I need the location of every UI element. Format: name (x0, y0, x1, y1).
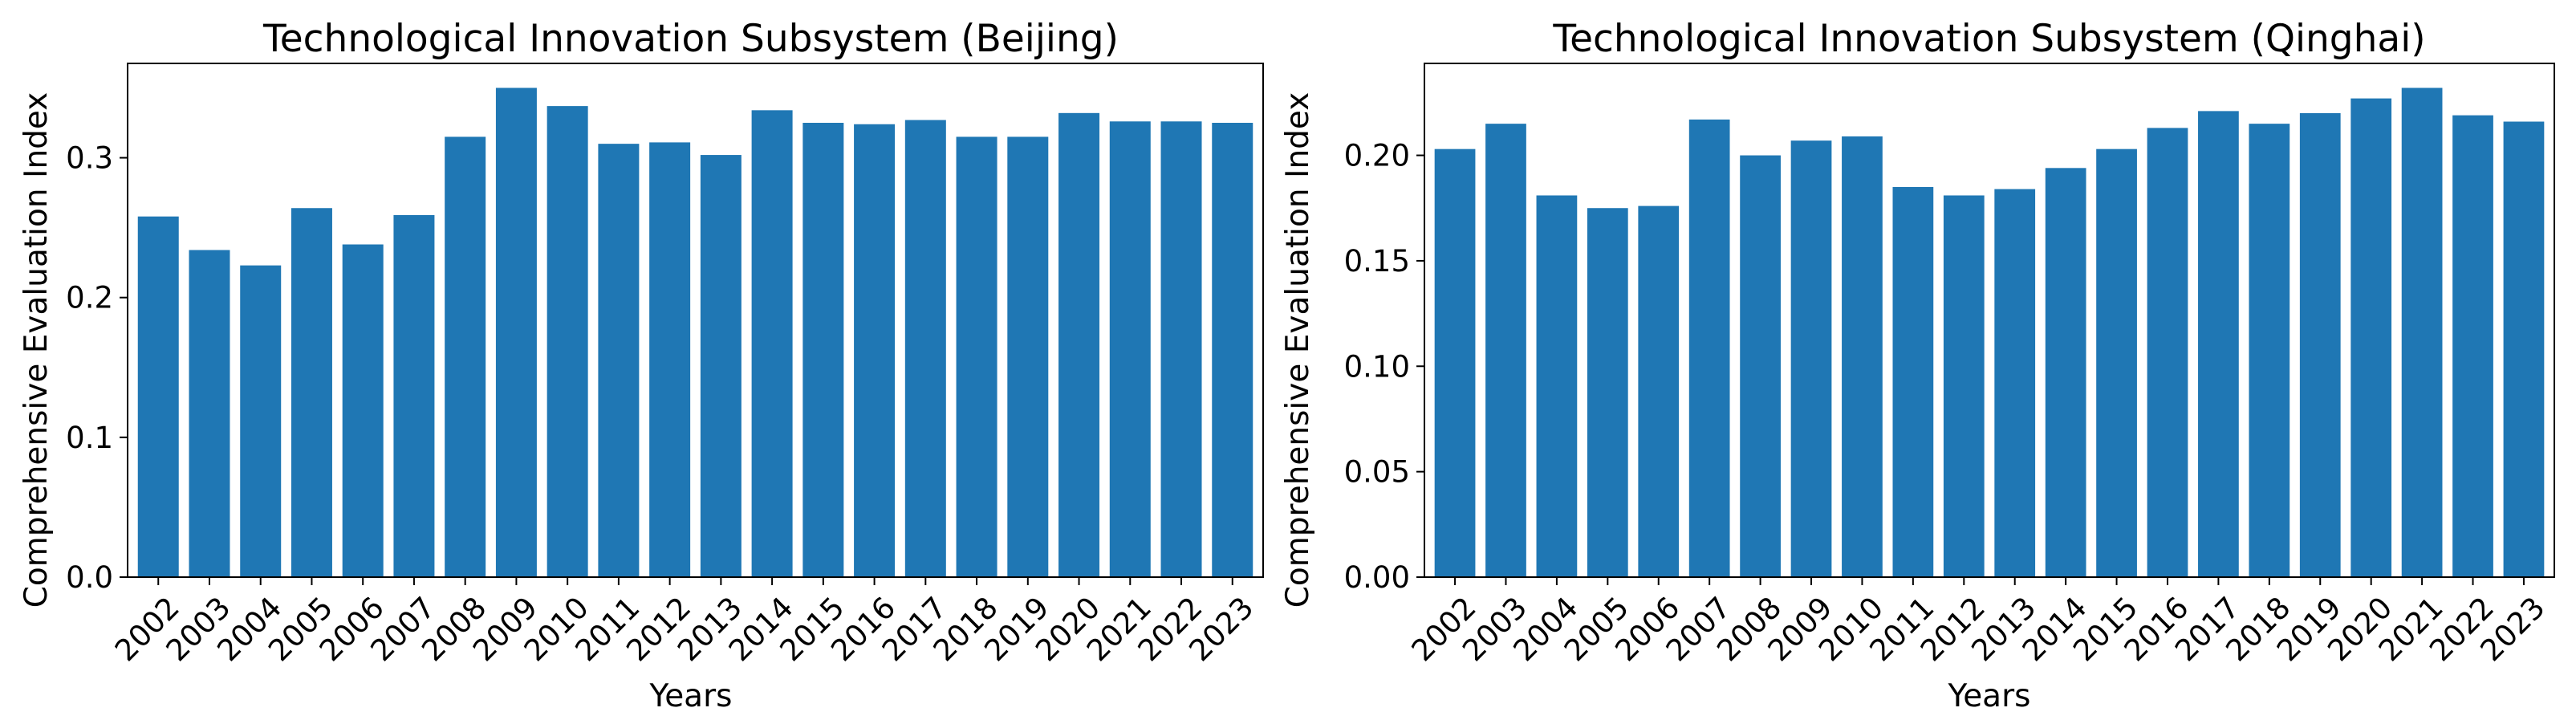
y-ticks-beijing: 0.0 0.1 0.2 0.3 (66, 141, 128, 595)
x-axis-label-qinghai: Years (1948, 678, 2031, 714)
x-ticks-beijing: 2002200320042005200620072008200920102011… (108, 577, 1260, 668)
chart-title-qinghai: Technological Innovation Subsystem (Qing… (1552, 17, 2425, 61)
bar-beijing-2010 (546, 106, 588, 577)
bar-qinghai-2004 (1536, 195, 1578, 577)
bar-qinghai-2011 (1892, 186, 1934, 577)
bar-beijing-2016 (854, 124, 896, 577)
bar-beijing-2003 (189, 250, 230, 577)
bar-qinghai-2010 (1842, 136, 1883, 577)
bar-beijing-2021 (1109, 121, 1151, 577)
chart-beijing: Technological Innovation Subsystem (Beij… (18, 17, 1264, 714)
bars-qinghai (1434, 87, 2545, 578)
bar-qinghai-2016 (2147, 128, 2188, 577)
bar-qinghai-2020 (2350, 98, 2392, 578)
y-axis-label-beijing: Comprehensive Evaluation Index (18, 92, 55, 608)
y-tick-label: 0.05 (1344, 455, 1410, 490)
bar-qinghai-2002 (1434, 148, 1476, 578)
bar-qinghai-2008 (1740, 155, 1781, 578)
y-tick-label: 0.0 (66, 560, 113, 595)
x-axis-label-beijing: Years (649, 678, 733, 714)
x-ticks-qinghai: 2002200320042005200620072008200920102011… (1405, 577, 2552, 668)
y-tick-label: 0.2 (66, 281, 113, 315)
y-tick-label: 0.00 (1344, 560, 1410, 595)
bar-beijing-2019 (1007, 136, 1049, 577)
bar-beijing-2015 (802, 123, 844, 577)
plot-frame-qinghai (1424, 63, 2555, 578)
bar-beijing-2023 (1212, 123, 1253, 577)
y-axis-label-qinghai: Comprehensive Evaluation Index (1280, 92, 1316, 608)
bar-beijing-2009 (495, 87, 537, 578)
bar-qinghai-2022 (2452, 115, 2493, 577)
bar-beijing-2022 (1160, 121, 1202, 577)
bar-qinghai-2006 (1638, 205, 1680, 577)
bar-beijing-2018 (956, 136, 997, 577)
chart-qinghai: Technological Innovation Subsystem (Qing… (1280, 17, 2555, 714)
bar-qinghai-2019 (2299, 113, 2341, 577)
bar-beijing-2002 (137, 216, 179, 577)
bar-qinghai-2021 (2401, 87, 2443, 578)
y-tick-label: 0.1 (66, 421, 113, 455)
bars-beijing (137, 87, 1253, 578)
y-tick-label: 0.3 (66, 141, 113, 176)
bar-beijing-2004 (240, 265, 282, 577)
bar-beijing-2011 (598, 144, 640, 577)
bar-beijing-2017 (904, 120, 946, 577)
bar-qinghai-2014 (2045, 168, 2086, 577)
bar-qinghai-2015 (2096, 148, 2137, 578)
bar-beijing-2020 (1058, 112, 1100, 577)
chart-title-beijing: Technological Innovation Subsystem (Beij… (262, 17, 1119, 61)
bar-qinghai-2009 (1790, 140, 1832, 577)
bar-beijing-2014 (751, 110, 793, 578)
bar-qinghai-2018 (2249, 124, 2290, 577)
bar-beijing-2008 (445, 136, 486, 577)
bar-beijing-2006 (342, 244, 384, 577)
y-tick-label: 0.15 (1344, 244, 1410, 279)
bar-beijing-2007 (393, 214, 435, 577)
bar-qinghai-2023 (2503, 121, 2545, 577)
bar-beijing-2005 (291, 208, 332, 577)
bar-beijing-2012 (649, 142, 691, 577)
bar-qinghai-2013 (1994, 189, 2036, 577)
plot-frame-beijing (127, 63, 1264, 578)
bar-beijing-2013 (700, 155, 742, 577)
bar-qinghai-2005 (1587, 208, 1628, 577)
bar-qinghai-2012 (1943, 195, 1985, 577)
y-tick-label: 0.20 (1344, 139, 1410, 173)
bar-qinghai-2007 (1688, 119, 1730, 577)
y-tick-label: 0.10 (1344, 349, 1410, 384)
bar-qinghai-2017 (2198, 111, 2239, 577)
bar-qinghai-2003 (1485, 124, 1526, 577)
y-ticks-qinghai: 0.00 0.05 0.10 0.15 0.20 (1344, 139, 1424, 595)
